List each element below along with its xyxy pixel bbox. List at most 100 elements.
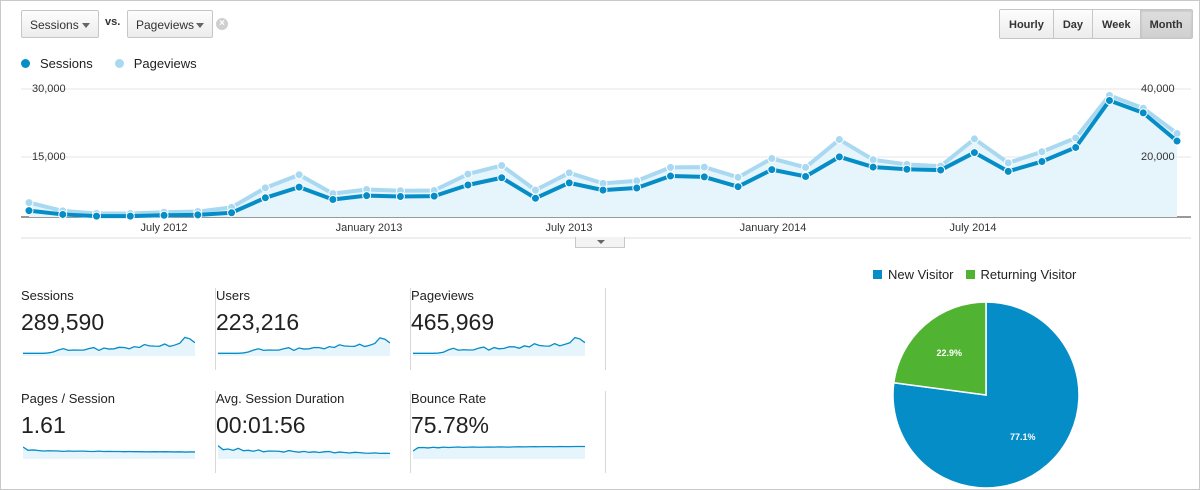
sessions-point[interactable] [1172, 136, 1182, 146]
sessions-point[interactable] [530, 193, 540, 203]
pageviews-point[interactable] [801, 162, 811, 172]
metric-value: 00:01:56 [216, 412, 306, 438]
metric-users[interactable]: Users 223,216 [216, 288, 411, 370]
sessions-point[interactable] [463, 180, 473, 190]
sessions-point[interactable] [395, 192, 405, 202]
period-month-button[interactable]: Month [1140, 10, 1192, 38]
y-right-tick: 40,000 [1141, 83, 1175, 95]
sessions-point[interactable] [497, 173, 507, 183]
pageviews-point[interactable] [497, 160, 507, 170]
sparkline-area [23, 447, 195, 459]
pageviews-point[interactable] [463, 169, 473, 179]
metric-value: 1.61 [21, 412, 66, 438]
pie-slice-returning-visitor[interactable] [892, 301, 987, 396]
sparkline-line [413, 445, 585, 452]
sessions-point[interactable] [666, 171, 676, 181]
period-hourly-button[interactable]: Hourly [1000, 10, 1054, 38]
sessions-point[interactable] [902, 164, 912, 174]
sessions-point[interactable] [1071, 142, 1081, 152]
sessions-point[interactable] [801, 171, 811, 181]
metric-pages-per-session[interactable]: Pages / Session 1.61 [21, 391, 216, 473]
x-tick-label: January 2014 [739, 222, 807, 234]
sparkline-line [218, 445, 390, 455]
sessions-point[interactable] [598, 185, 608, 195]
sessions-point[interactable] [260, 193, 270, 203]
pageviews-point[interactable] [767, 153, 777, 163]
metric-sessions[interactable]: Sessions 289,590 [21, 288, 216, 370]
sparkline-line [413, 336, 585, 354]
sessions-point[interactable] [969, 148, 979, 158]
pageviews-point[interactable] [868, 155, 878, 165]
pageviews-point[interactable] [666, 162, 676, 172]
sessions-point[interactable] [564, 178, 574, 188]
sessions-point[interactable] [1003, 166, 1013, 176]
sessions-point[interactable] [868, 162, 878, 172]
sessions-point[interactable] [193, 210, 203, 220]
pageviews-point[interactable] [1037, 147, 1047, 157]
sessions-point[interactable] [58, 209, 68, 219]
chart-legend: Sessions Pageviews [21, 56, 219, 71]
pie-slice-label: 22.9% [936, 348, 962, 358]
sessions-point[interactable] [699, 172, 709, 182]
pageviews-point[interactable] [564, 168, 574, 178]
legend-label: Pageviews [133, 56, 197, 71]
metric-label: Sessions [21, 288, 74, 303]
pageviews-point[interactable] [733, 172, 743, 182]
pie-slice-label: 77.1% [1010, 432, 1036, 442]
legend-item-sessions[interactable]: Sessions [21, 56, 93, 71]
sessions-point[interactable] [733, 182, 743, 192]
sessions-point[interactable] [936, 165, 946, 175]
expand-chart-tab[interactable] [575, 237, 625, 248]
sessions-point[interactable] [632, 183, 642, 193]
x-tick-label: July 2012 [140, 222, 188, 234]
chevron-down-icon [597, 240, 605, 244]
sparkline-area [413, 337, 585, 356]
metric-pageviews[interactable]: Pageviews 465,969 [411, 288, 606, 370]
metric-label: Bounce Rate [411, 391, 487, 406]
metric-select[interactable]: Sessions [21, 10, 99, 38]
compare-select-value: Pageviews [136, 18, 195, 32]
sessions-point[interactable] [125, 211, 135, 221]
period-week-button[interactable]: Week [1093, 10, 1141, 38]
pageviews-point[interactable] [260, 183, 270, 193]
returning-visitor-swatch-icon [965, 270, 975, 279]
sessions-point[interactable] [92, 211, 102, 221]
pageviews-point[interactable] [24, 198, 34, 208]
pie-legend-item-returning-visitor[interactable]: Returning Visitor [965, 267, 1076, 282]
y-left-tick: 15,000 [32, 151, 66, 163]
pageviews-point[interactable] [1003, 158, 1013, 168]
line-chart [21, 88, 1191, 239]
period-day-button[interactable]: Day [1053, 10, 1094, 38]
sessions-point[interactable] [328, 195, 338, 205]
sessions-point[interactable] [1104, 96, 1114, 106]
pie-legend-item-new-visitor[interactable]: New Visitor [873, 267, 954, 282]
sessions-point[interactable] [1037, 157, 1047, 167]
sparkline-line [23, 336, 195, 354]
clear-compare-icon[interactable]: × [216, 18, 228, 30]
metric-avg-session-duration[interactable]: Avg. Session Duration 00:01:56 [216, 391, 411, 473]
pageviews-point[interactable] [294, 170, 304, 180]
sessions-point[interactable] [429, 191, 439, 201]
pie-chart: 77.1% 22.9% [892, 301, 1080, 489]
sessions-point[interactable] [767, 165, 777, 175]
pageviews-point[interactable] [1071, 133, 1081, 143]
metric-value: 465,969 [411, 309, 495, 335]
period-toggle-group: Hourly Day Week Month [999, 9, 1193, 39]
sessions-point[interactable] [24, 206, 34, 216]
compare-select[interactable]: Pageviews [127, 10, 213, 38]
pageviews-point[interactable] [530, 185, 540, 195]
legend-item-pageviews[interactable]: Pageviews [114, 56, 197, 71]
sessions-point[interactable] [294, 182, 304, 192]
sessions-point[interactable] [362, 191, 372, 201]
pageviews-point[interactable] [969, 134, 979, 144]
pageviews-point[interactable] [699, 162, 709, 172]
metric-bounce-rate[interactable]: Bounce Rate 75.78% [411, 391, 606, 473]
sessions-point[interactable] [227, 208, 237, 218]
sessions-point[interactable] [1138, 108, 1148, 118]
metric-value: 289,590 [21, 309, 105, 335]
pageviews-point[interactable] [834, 135, 844, 145]
metric-label: Avg. Session Duration [216, 391, 345, 406]
sessions-point[interactable] [159, 210, 169, 220]
sessions-point[interactable] [834, 152, 844, 162]
